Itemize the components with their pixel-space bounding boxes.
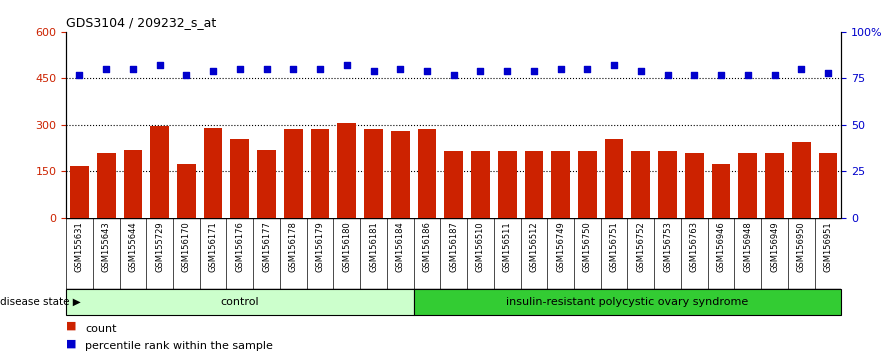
Bar	[257, 149, 276, 218]
Point	[313, 66, 327, 72]
Bar	[444, 151, 463, 218]
Point	[581, 66, 595, 72]
Text: GDS3104 / 209232_s_at: GDS3104 / 209232_s_at	[66, 16, 217, 29]
Bar	[97, 153, 115, 218]
Point	[393, 66, 407, 72]
Point	[527, 68, 541, 74]
Text: GSM156176: GSM156176	[235, 221, 244, 272]
Bar	[792, 142, 811, 218]
Point	[767, 72, 781, 78]
Bar	[391, 131, 410, 218]
Text: GSM156179: GSM156179	[315, 221, 324, 272]
Text: GSM156186: GSM156186	[423, 221, 432, 272]
Bar	[578, 151, 596, 218]
Point	[126, 66, 140, 72]
Text: GSM156946: GSM156946	[716, 221, 726, 272]
Text: GSM156749: GSM156749	[556, 221, 565, 272]
Bar	[632, 151, 650, 218]
Point	[180, 72, 194, 78]
Bar	[524, 151, 544, 218]
Text: insulin-resistant polycystic ovary syndrome: insulin-resistant polycystic ovary syndr…	[507, 297, 749, 307]
Point	[500, 68, 515, 74]
Text: GSM156948: GSM156948	[744, 221, 752, 272]
Text: GSM156184: GSM156184	[396, 221, 404, 272]
Point	[607, 62, 621, 68]
Bar	[552, 151, 570, 218]
Bar	[284, 130, 303, 218]
Point	[340, 62, 354, 68]
Point	[206, 68, 220, 74]
Text: count: count	[85, 324, 117, 334]
Point	[794, 66, 808, 72]
Text: GSM156510: GSM156510	[476, 221, 485, 272]
Text: GSM156177: GSM156177	[262, 221, 271, 272]
Text: GSM156951: GSM156951	[824, 221, 833, 272]
Point	[100, 66, 114, 72]
Text: GSM156753: GSM156753	[663, 221, 672, 272]
Text: GSM155729: GSM155729	[155, 221, 164, 272]
Bar	[418, 130, 436, 218]
Bar	[658, 151, 677, 218]
Point	[152, 62, 167, 68]
Point	[233, 66, 247, 72]
Point	[260, 66, 274, 72]
Point	[72, 72, 86, 78]
Text: ■: ■	[66, 321, 80, 331]
Text: control: control	[220, 297, 259, 307]
Text: percentile rank within the sample: percentile rank within the sample	[85, 341, 273, 351]
Bar	[337, 123, 356, 218]
Text: disease state ▶: disease state ▶	[0, 297, 81, 307]
Point	[553, 66, 567, 72]
Bar	[498, 151, 516, 218]
Bar	[471, 151, 490, 218]
Point	[447, 72, 461, 78]
Text: GSM156187: GSM156187	[449, 221, 458, 272]
Bar	[151, 126, 169, 218]
Text: GSM156751: GSM156751	[610, 221, 618, 272]
Text: GSM156950: GSM156950	[796, 221, 806, 272]
Bar	[766, 153, 784, 218]
Text: GSM156752: GSM156752	[636, 221, 646, 272]
Point	[286, 66, 300, 72]
Text: ■: ■	[66, 338, 80, 348]
Text: GSM155644: GSM155644	[129, 221, 137, 272]
Point	[714, 72, 728, 78]
Bar	[70, 166, 89, 218]
Text: GSM156178: GSM156178	[289, 221, 298, 272]
Bar	[364, 130, 383, 218]
Bar	[204, 128, 223, 218]
Text: GSM156170: GSM156170	[181, 221, 191, 272]
Bar	[66, 289, 413, 315]
Point	[473, 68, 487, 74]
Bar	[685, 153, 704, 218]
Point	[366, 68, 381, 74]
Bar	[818, 153, 837, 218]
Text: GSM155631: GSM155631	[75, 221, 84, 272]
Point	[420, 68, 434, 74]
Text: GSM156750: GSM156750	[583, 221, 592, 272]
Text: GSM156171: GSM156171	[209, 221, 218, 272]
Text: GSM156512: GSM156512	[529, 221, 538, 272]
Bar	[712, 164, 730, 218]
Point	[633, 68, 648, 74]
Bar	[311, 130, 329, 218]
Bar	[738, 153, 757, 218]
Text: GSM156511: GSM156511	[503, 221, 512, 272]
Text: GSM156949: GSM156949	[770, 221, 779, 272]
Point	[741, 72, 755, 78]
Text: GSM156181: GSM156181	[369, 221, 378, 272]
Text: GSM156180: GSM156180	[343, 221, 352, 272]
Bar	[177, 164, 196, 218]
Text: GSM156763: GSM156763	[690, 221, 699, 272]
Bar	[123, 149, 142, 218]
Text: GSM155643: GSM155643	[101, 221, 111, 272]
Point	[661, 72, 675, 78]
Point	[687, 72, 701, 78]
Bar	[604, 139, 624, 218]
Point	[821, 70, 835, 75]
Bar	[413, 289, 841, 315]
Bar	[231, 139, 249, 218]
